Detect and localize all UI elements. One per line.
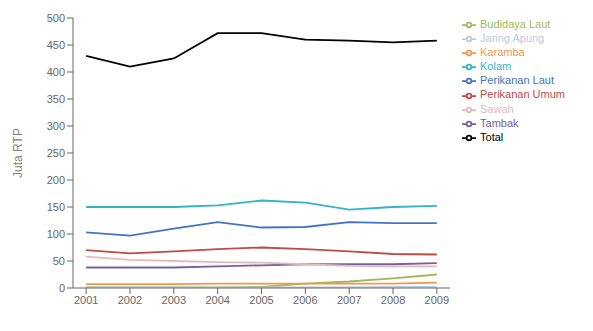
svg-text:2004: 2004 <box>205 294 229 306</box>
svg-text:500: 500 <box>47 12 65 24</box>
html-text:Kolam: Kolam <box>480 60 512 73</box>
svg-text:400: 400 <box>47 66 65 78</box>
svg-text:2005: 2005 <box>249 294 273 306</box>
svg-text:200: 200 <box>47 174 65 186</box>
svg-text:2006: 2006 <box>293 294 317 306</box>
svg-text:350: 350 <box>47 93 65 105</box>
svg-text:250: 250 <box>47 147 65 159</box>
svg-text:2003: 2003 <box>162 294 186 306</box>
html-text:Jaring Apung: Jaring Apung <box>480 32 545 45</box>
svg-text:2009: 2009 <box>425 294 449 306</box>
html-text:Perikanan Laut: Perikanan Laut <box>480 74 554 87</box>
html-text:Total: Total <box>480 130 504 143</box>
svg-text:2001: 2001 <box>74 294 98 306</box>
svg-text:2007: 2007 <box>337 294 361 306</box>
html-text:Perikanan Umum: Perikanan Umum <box>480 88 565 101</box>
svg-text:450: 450 <box>47 39 65 51</box>
svg-text:2008: 2008 <box>381 294 405 306</box>
svg-text:100: 100 <box>47 228 65 240</box>
html-text:Sawah: Sawah <box>480 102 514 115</box>
svg-text:2002: 2002 <box>118 294 142 306</box>
svg-text:300: 300 <box>47 120 65 132</box>
svg-text:150: 150 <box>47 201 65 213</box>
html-text:Tambak: Tambak <box>480 116 519 129</box>
svg-text:Juta RTP: Juta RTP <box>11 128 25 178</box>
html-text:Karamba: Karamba <box>480 46 525 59</box>
svg-text:0: 0 <box>59 282 65 294</box>
svg-text:50: 50 <box>53 255 65 267</box>
html-text:Budidaya Laut: Budidaya Laut <box>480 18 551 30</box>
